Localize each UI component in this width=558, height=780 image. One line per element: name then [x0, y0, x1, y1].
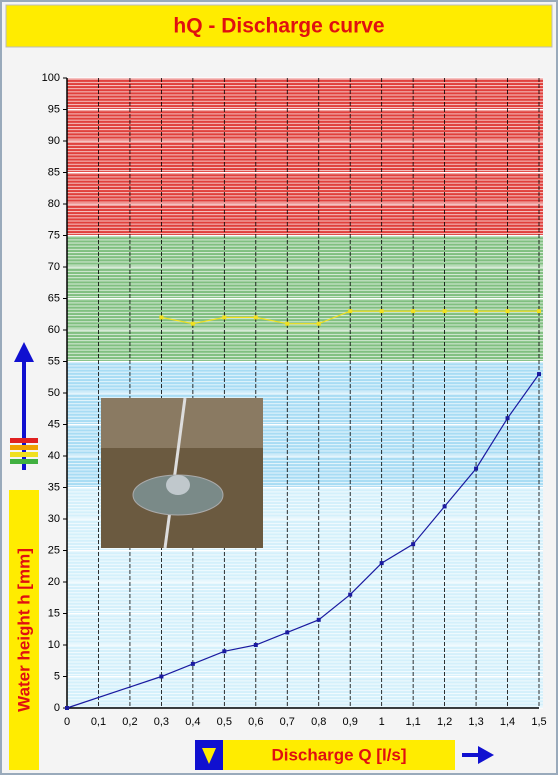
- point: [348, 309, 352, 313]
- chart: hQ - Discharge curve 0510152025303540455…: [0, 0, 558, 775]
- legend-swatch: [10, 445, 38, 450]
- y-tick-label: 100: [42, 72, 60, 84]
- point: [537, 309, 541, 313]
- y-tick-label: 5: [54, 670, 60, 682]
- point: [411, 309, 415, 313]
- x-tick-label: 0,5: [217, 716, 232, 728]
- x-tick-label: 0,4: [185, 716, 200, 728]
- y-tick-label: 70: [48, 261, 60, 273]
- x-tick-label: 0,3: [154, 716, 169, 728]
- x-tick-label: 1,1: [405, 716, 420, 728]
- y-tick-label: 80: [48, 198, 60, 210]
- y-tick-label: 90: [48, 135, 60, 147]
- point: [506, 416, 510, 420]
- point: [380, 309, 384, 313]
- chart-title: hQ - Discharge curve: [173, 15, 384, 38]
- photo: [101, 398, 263, 548]
- point: [159, 675, 163, 679]
- x-tick-label: 0,8: [311, 716, 326, 728]
- point: [443, 309, 447, 313]
- point: [506, 309, 510, 313]
- x-tick-label: 0,7: [280, 716, 295, 728]
- x-tick-label: 1: [379, 716, 385, 728]
- y-tick-label: 50: [48, 387, 60, 399]
- point: [285, 630, 289, 634]
- x-tick-label: 0,1: [91, 716, 106, 728]
- x-tick-label: 1,2: [437, 716, 452, 728]
- y-axis-label: Water height h [mm]: [14, 548, 33, 712]
- x-tick-label: 0,6: [248, 716, 263, 728]
- point: [474, 467, 478, 471]
- point: [254, 643, 258, 647]
- point: [285, 322, 289, 326]
- y-tick-label: 75: [48, 229, 60, 241]
- x-axis-label: Discharge Q [l/s]: [271, 745, 406, 764]
- y-tick-label: 35: [48, 481, 60, 493]
- y-tick-label: 85: [48, 166, 60, 178]
- y-tick-label: 60: [48, 324, 60, 336]
- y-tick-label: 45: [48, 418, 60, 430]
- y-tick-label: 0: [54, 702, 60, 714]
- x-tick-label: 0,9: [343, 716, 358, 728]
- y-tick-label: 40: [48, 450, 60, 462]
- x-tick-label: 1,4: [500, 716, 515, 728]
- y-tick-label: 20: [48, 576, 60, 588]
- point: [65, 706, 69, 710]
- y-tick-label: 55: [48, 355, 60, 367]
- point: [317, 322, 321, 326]
- point: [317, 618, 321, 622]
- y-tick-label: 65: [48, 292, 60, 304]
- legend-swatch: [10, 459, 38, 464]
- point: [254, 315, 258, 319]
- point: [411, 542, 415, 546]
- y-tick-label: 25: [48, 544, 60, 556]
- point: [222, 649, 226, 653]
- y-tick-label: 95: [48, 103, 60, 115]
- point: [474, 309, 478, 313]
- point: [191, 662, 195, 666]
- x-tick-label: 1,3: [468, 716, 483, 728]
- x-tick-label: 0: [64, 716, 70, 728]
- point: [537, 372, 541, 376]
- point: [348, 593, 352, 597]
- legend-swatch: [10, 438, 38, 443]
- point: [159, 315, 163, 319]
- x-tick-label: 0,2: [122, 716, 137, 728]
- y-tick-label: 10: [48, 639, 60, 651]
- point: [443, 504, 447, 508]
- legend-swatch: [10, 452, 38, 457]
- y-tick-label: 15: [48, 607, 60, 619]
- point: [222, 315, 226, 319]
- point: [380, 561, 384, 565]
- point: [191, 322, 195, 326]
- y-tick-label: 30: [48, 513, 60, 525]
- x-tick-label: 1,5: [531, 716, 546, 728]
